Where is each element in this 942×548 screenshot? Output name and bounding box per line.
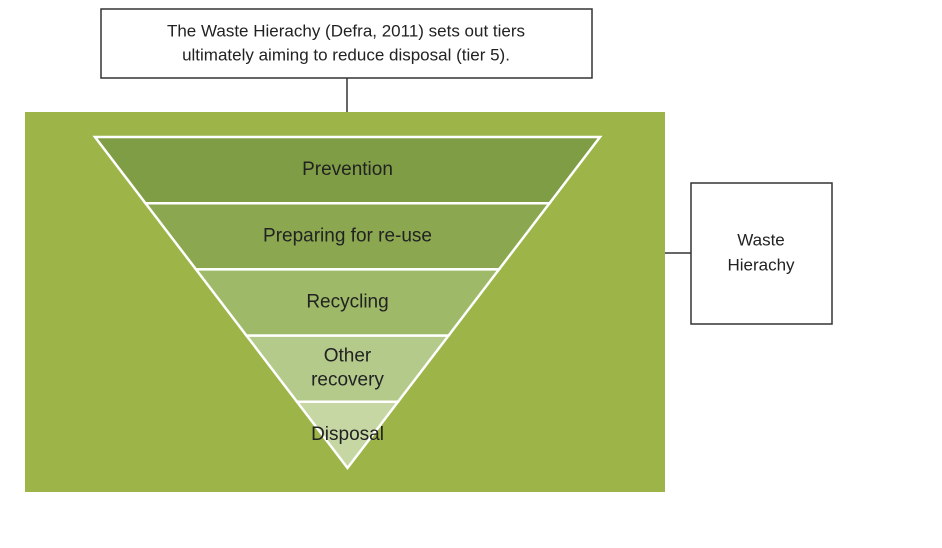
tier-label: Prevention [302, 159, 393, 180]
tier-label: recovery [311, 370, 384, 391]
side-box [690, 182, 833, 325]
side-label: Waste [737, 230, 785, 249]
tier-label: Disposal [311, 424, 384, 445]
callout-line: The Waste Hierachy (Defra, 2011) sets ou… [167, 21, 525, 40]
callout-line: ultimately aiming to reduce disposal (ti… [182, 45, 510, 64]
tier-label: Other [324, 346, 372, 367]
callout-box [100, 8, 593, 79]
side-label: Hierachy [727, 255, 795, 274]
pyramid: Prevention Preparing for re-use Recycling O… [92, 135, 603, 471]
tier-label: Preparing for re-use [263, 225, 432, 246]
tier [294, 400, 401, 471]
tier-label: Recycling [306, 292, 388, 313]
